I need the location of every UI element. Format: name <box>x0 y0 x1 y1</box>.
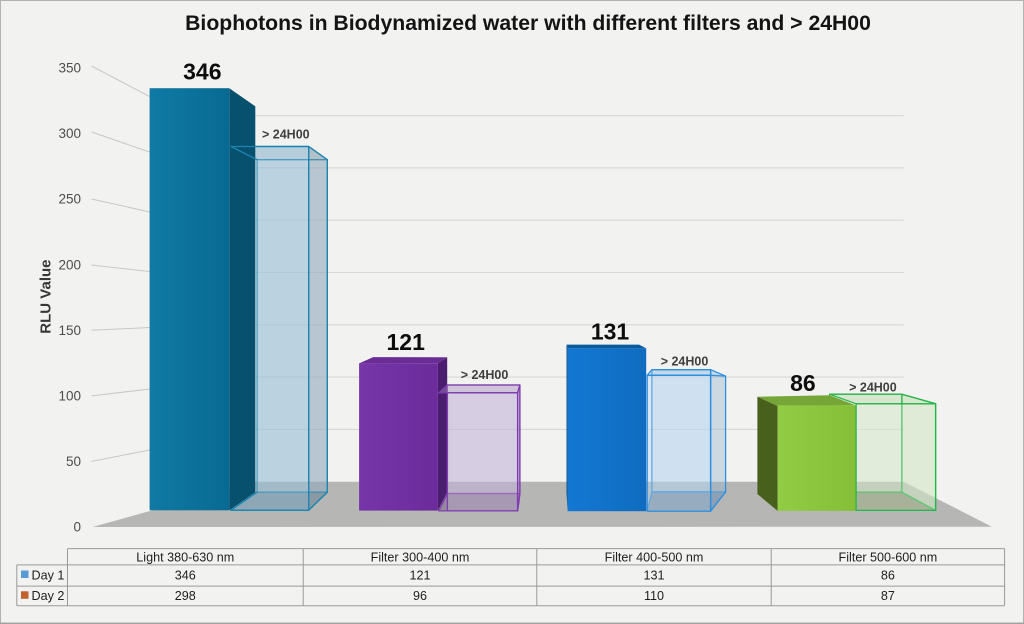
svg-text:Filter 300-400 nm: Filter 300-400 nm <box>371 551 470 565</box>
svg-text:Day 2: Day 2 <box>32 589 65 603</box>
svg-text:350: 350 <box>58 61 81 76</box>
svg-text:110: 110 <box>644 589 664 603</box>
svg-text:> 24H00: > 24H00 <box>262 127 310 141</box>
svg-text:86: 86 <box>790 370 816 396</box>
svg-text:200: 200 <box>58 257 81 272</box>
svg-text:121: 121 <box>409 568 430 582</box>
svg-text:250: 250 <box>58 192 81 207</box>
svg-text:300: 300 <box>58 126 81 141</box>
svg-text:Filter 400-500 nm: Filter 400-500 nm <box>605 551 704 565</box>
svg-text:100: 100 <box>58 388 81 403</box>
svg-text:Biophotons in Biodynamized wat: Biophotons in Biodynamized water with di… <box>185 12 871 35</box>
svg-text:> 24H00: > 24H00 <box>661 355 709 369</box>
svg-text:346: 346 <box>183 59 221 85</box>
svg-text:96: 96 <box>413 589 427 603</box>
svg-text:Filter 500-600 nm: Filter 500-600 nm <box>839 551 938 565</box>
svg-text:Light 380-630 nm: Light 380-630 nm <box>136 551 234 565</box>
svg-text:50: 50 <box>66 454 81 469</box>
svg-text:87: 87 <box>881 589 895 603</box>
svg-text:131: 131 <box>643 568 664 582</box>
svg-text:0: 0 <box>73 520 81 535</box>
svg-text:86: 86 <box>881 568 895 582</box>
svg-text:121: 121 <box>387 329 426 355</box>
svg-text:> 24H00: > 24H00 <box>849 380 897 394</box>
svg-text:RLU Value: RLU Value <box>38 260 55 334</box>
svg-text:298: 298 <box>175 589 196 603</box>
svg-text:131: 131 <box>591 319 630 345</box>
svg-text:150: 150 <box>58 323 81 338</box>
svg-text:346: 346 <box>175 568 196 582</box>
svg-text:> 24H00: > 24H00 <box>461 368 509 382</box>
svg-text:Day 1: Day 1 <box>32 568 65 582</box>
